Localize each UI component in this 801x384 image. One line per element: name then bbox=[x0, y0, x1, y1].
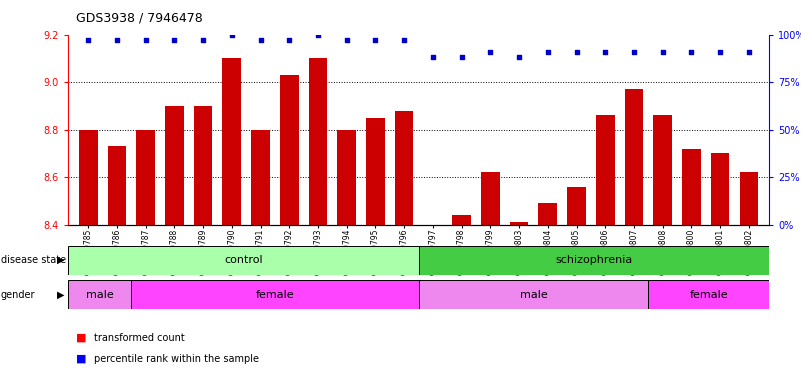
Point bbox=[484, 49, 497, 55]
Text: male: male bbox=[520, 290, 547, 300]
Point bbox=[685, 49, 698, 55]
Bar bbox=[682, 149, 701, 225]
Text: disease state: disease state bbox=[1, 255, 66, 265]
Point bbox=[254, 37, 267, 43]
Point bbox=[570, 49, 583, 55]
Point bbox=[197, 37, 210, 43]
Bar bbox=[739, 172, 759, 225]
Bar bbox=[648, 280, 769, 309]
Text: female: female bbox=[690, 290, 728, 300]
Bar bbox=[567, 187, 586, 225]
Text: ■: ■ bbox=[76, 333, 87, 343]
Bar bbox=[308, 58, 328, 225]
Text: ■: ■ bbox=[76, 354, 87, 364]
Bar bbox=[78, 130, 98, 225]
Text: male: male bbox=[86, 290, 114, 300]
Point bbox=[513, 54, 525, 60]
Bar bbox=[280, 75, 299, 225]
Text: percentile rank within the sample: percentile rank within the sample bbox=[94, 354, 259, 364]
Point bbox=[82, 37, 95, 43]
Point bbox=[369, 37, 382, 43]
Bar bbox=[395, 111, 413, 225]
Text: transformed count: transformed count bbox=[94, 333, 184, 343]
Bar bbox=[509, 222, 529, 225]
Bar bbox=[136, 130, 155, 225]
Bar bbox=[337, 130, 356, 225]
Point bbox=[743, 49, 755, 55]
Point bbox=[225, 31, 238, 38]
Bar bbox=[165, 106, 183, 225]
Text: control: control bbox=[224, 255, 263, 265]
Point bbox=[541, 49, 554, 55]
Text: schizophrenia: schizophrenia bbox=[555, 255, 632, 265]
Text: female: female bbox=[256, 290, 294, 300]
Text: GDS3938 / 7946478: GDS3938 / 7946478 bbox=[76, 12, 203, 25]
Point bbox=[312, 31, 324, 38]
Bar bbox=[68, 280, 131, 309]
Bar bbox=[223, 58, 241, 225]
Point bbox=[111, 37, 123, 43]
Bar bbox=[418, 280, 648, 309]
Bar bbox=[481, 172, 500, 225]
Bar bbox=[366, 118, 384, 225]
Point bbox=[139, 37, 152, 43]
Bar bbox=[418, 246, 769, 275]
Bar bbox=[453, 215, 471, 225]
Point bbox=[627, 49, 640, 55]
Bar bbox=[131, 280, 418, 309]
Text: gender: gender bbox=[1, 290, 35, 300]
Bar bbox=[252, 130, 270, 225]
Point bbox=[714, 49, 727, 55]
Bar bbox=[625, 89, 643, 225]
Bar bbox=[538, 203, 557, 225]
Point bbox=[168, 37, 181, 43]
Point bbox=[283, 37, 296, 43]
Point bbox=[599, 49, 612, 55]
Point bbox=[455, 54, 468, 60]
Bar bbox=[596, 115, 614, 225]
Bar bbox=[710, 153, 730, 225]
Text: ▶: ▶ bbox=[57, 255, 64, 265]
Point bbox=[656, 49, 669, 55]
Text: ▶: ▶ bbox=[57, 290, 64, 300]
Point bbox=[426, 54, 439, 60]
Bar bbox=[107, 146, 127, 225]
Bar bbox=[654, 115, 672, 225]
Bar bbox=[194, 106, 212, 225]
Point bbox=[398, 37, 411, 43]
Bar bbox=[68, 246, 418, 275]
Point bbox=[340, 37, 353, 43]
